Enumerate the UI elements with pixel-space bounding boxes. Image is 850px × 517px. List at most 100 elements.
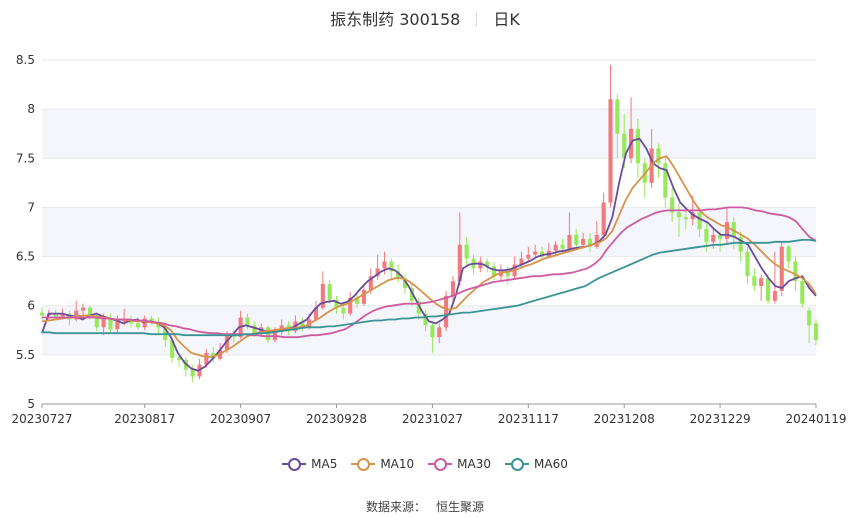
candle-body: [361, 289, 366, 304]
chart-title-row: 振东制药 300158 日K: [0, 6, 850, 29]
x-tick-label: 20231229: [690, 412, 751, 426]
candle-body: [656, 148, 661, 164]
candle-body: [601, 202, 606, 235]
candle-body: [772, 290, 777, 301]
grid-band: [42, 109, 816, 159]
candle-body: [519, 258, 524, 265]
candle-body: [135, 323, 140, 328]
candle-body: [670, 197, 675, 213]
candle-body: [690, 212, 695, 220]
x-tick-label: 20231208: [594, 412, 655, 426]
candle-body: [39, 312, 45, 316]
candle-body: [718, 234, 723, 239]
legend-marker-icon: [282, 458, 307, 471]
candle-body: [539, 251, 545, 257]
candle-body: [108, 317, 113, 330]
legend-item-ma5[interactable]: MA5: [282, 457, 337, 471]
candle-body: [355, 297, 360, 304]
candle-body: [231, 335, 236, 338]
candle-body: [738, 236, 743, 252]
candle-body: [526, 254, 531, 259]
candle-body: [375, 268, 380, 277]
x-tick-label: 20230817: [114, 412, 175, 426]
candle-body: [635, 128, 640, 164]
candle-body: [704, 229, 709, 242]
legend-item-ma10[interactable]: MA10: [351, 457, 414, 471]
candle-body: [581, 238, 586, 245]
legend-marker-icon: [428, 458, 453, 471]
candle-body: [464, 244, 469, 259]
candle-body: [176, 357, 182, 360]
candle-body: [793, 261, 798, 282]
x-tick-label: 20230907: [210, 412, 271, 426]
y-tick-label: 8.5: [16, 53, 35, 67]
candle-body: [587, 238, 593, 247]
candle-body: [389, 261, 394, 272]
x-tick-label: 20240119: [785, 412, 846, 426]
candle-body: [752, 276, 757, 287]
candle-body: [402, 278, 408, 289]
legend-item-ma30[interactable]: MA30: [428, 457, 491, 471]
chart-period: 日K: [493, 10, 520, 29]
legend-label: MA10: [380, 457, 415, 471]
x-tick-label: 20231117: [498, 412, 559, 426]
candle-body: [437, 327, 442, 338]
data-source-label: 数据来源：: [365, 500, 426, 514]
candle-body: [170, 340, 175, 358]
candle-body: [450, 281, 456, 296]
candle-body: [800, 281, 805, 304]
candle-body: [368, 276, 373, 290]
candle-body: [190, 369, 195, 377]
chart-title: 振东制药 300158: [330, 10, 461, 29]
legend-label: MA60: [534, 457, 568, 471]
candle-body: [608, 99, 613, 203]
candle-body: [485, 261, 490, 267]
y-tick-label: 6: [27, 299, 35, 313]
candle-body: [67, 313, 72, 320]
candle-body: [53, 313, 58, 317]
ma60-line: [42, 239, 817, 337]
candle-body: [204, 352, 209, 365]
x-tick-label: 20230727: [11, 412, 72, 426]
candle-body: [505, 271, 510, 277]
candle-body: [683, 217, 688, 220]
candle-body: [574, 234, 579, 245]
candle-body: [615, 99, 620, 134]
candle-body: [74, 310, 79, 320]
ma5-line: [41, 137, 817, 372]
candle-body: [348, 297, 353, 314]
legend-marker-icon: [351, 458, 376, 471]
data-source: 数据来源： 恒生聚源: [0, 498, 850, 515]
candle-body: [594, 234, 599, 247]
candle-body: [553, 244, 558, 251]
candle-body: [252, 325, 257, 334]
candle-body: [807, 310, 812, 326]
candle-body: [745, 251, 750, 277]
legend-item-ma60[interactable]: MA60: [505, 457, 568, 471]
candle-body: [341, 307, 346, 314]
candle-body: [567, 234, 572, 249]
chart-legend: MA5 MA10 MA30 MA60: [0, 457, 850, 473]
candle-body: [444, 295, 449, 328]
candle-body: [87, 307, 93, 316]
candle-body: [533, 251, 538, 255]
candle-body: [101, 317, 106, 328]
candle-body: [492, 266, 497, 277]
candle-body: [300, 321, 305, 328]
title-separator: [476, 12, 478, 26]
candlestick-chart: 5 5.5 6 6.5 7 7.5 8 8.5 20230727 20230817 20230907…: [11, 53, 846, 426]
candle-body: [478, 261, 483, 269]
candle-body: [81, 307, 86, 311]
candle-body: [60, 313, 65, 317]
candle-body: [313, 307, 319, 320]
ma10-line: [41, 155, 817, 358]
candle-body: [724, 222, 730, 239]
y-tick-label: 6.5: [16, 250, 35, 264]
ma30-line: [42, 206, 817, 339]
candle-body: [382, 261, 387, 269]
candle-body: [396, 271, 401, 279]
y-tick-label: 5.5: [16, 348, 35, 362]
candle-body: [430, 325, 435, 338]
legend-marker-icon: [505, 458, 530, 471]
candle-body: [320, 284, 325, 308]
